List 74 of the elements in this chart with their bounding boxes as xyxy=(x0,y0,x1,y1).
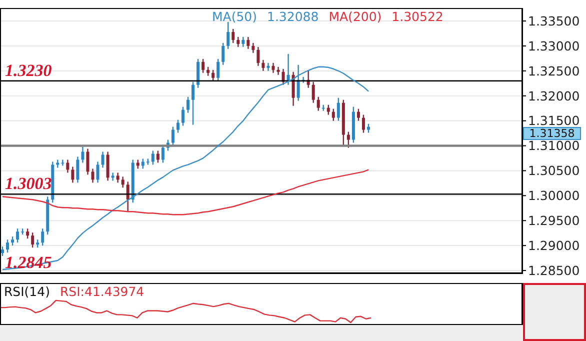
candlestick xyxy=(362,114,365,134)
y-tick-label: 1.30500 xyxy=(528,163,580,178)
annotation: 1.32088 xyxy=(267,9,319,24)
candlestick xyxy=(86,148,90,176)
candlestick xyxy=(61,159,64,166)
series-label: RSI:41.43974 xyxy=(60,284,144,299)
candlestick xyxy=(176,119,180,134)
candlestick xyxy=(326,104,330,116)
candlestick xyxy=(272,62,275,74)
candlestick xyxy=(236,36,240,48)
y-tick-label: 1.28500 xyxy=(528,262,580,278)
candlestick xyxy=(31,232,34,248)
candlestick xyxy=(252,42,255,54)
candlestick xyxy=(262,59,265,72)
candlestick xyxy=(96,161,100,184)
line-series xyxy=(2,66,370,270)
candlestick xyxy=(41,228,44,246)
candlestick xyxy=(192,81,195,126)
y-tick-label: 1.33000 xyxy=(528,38,580,54)
text: 1.30522 xyxy=(392,9,444,24)
candlestick xyxy=(216,58,220,82)
candlestick xyxy=(266,62,270,72)
text: 1.31358 xyxy=(523,127,581,140)
candlestick xyxy=(141,158,144,170)
candlestick xyxy=(232,28,235,44)
y-tick-label: 1.32500 xyxy=(528,63,580,78)
candlestick xyxy=(111,172,114,182)
candlestick xyxy=(186,96,190,114)
candlestick xyxy=(296,64,300,102)
y-tick-label: 1.29000 xyxy=(528,238,580,253)
candlestick xyxy=(212,69,215,82)
candlestick xyxy=(156,150,160,164)
candlestick xyxy=(116,172,120,184)
candlestick xyxy=(181,106,184,126)
candlestick xyxy=(6,238,10,254)
y-tick-label: 1.33500 xyxy=(528,13,580,28)
ref-line-label: 1.3230 xyxy=(5,60,52,80)
candlestick xyxy=(91,168,94,184)
candlestick xyxy=(276,66,280,76)
candlestick xyxy=(312,81,315,104)
line-series xyxy=(2,169,370,216)
candlestick xyxy=(71,166,74,184)
candlestick xyxy=(316,96,320,112)
candlestick xyxy=(76,156,80,184)
candlestick xyxy=(151,150,154,166)
candlestick xyxy=(171,126,174,146)
candlestick xyxy=(246,36,250,50)
candlestick xyxy=(202,58,205,74)
candlestick xyxy=(161,144,164,164)
y-tick-label: 1.29500 xyxy=(528,213,580,228)
y-tick-label: 1.30000 xyxy=(528,188,580,204)
y-tick-label: 1.31500 xyxy=(528,113,580,128)
candlestick xyxy=(346,131,350,148)
candlestick xyxy=(106,151,110,182)
chart-title: RSI(14) xyxy=(4,284,50,299)
candlestick xyxy=(336,97,340,122)
candlestick xyxy=(1,246,4,257)
y-tick-label: 1.31000 xyxy=(528,138,580,154)
candlestick xyxy=(66,159,70,174)
candlestick xyxy=(256,46,260,66)
candlestick xyxy=(226,21,230,50)
candlestick xyxy=(81,146,84,164)
candlestick xyxy=(356,108,360,122)
candlestick xyxy=(332,108,335,122)
candlestick xyxy=(101,151,104,168)
candlestick xyxy=(196,58,200,88)
text: MA(50) xyxy=(212,9,257,24)
candlestick xyxy=(26,228,30,240)
candlestick xyxy=(16,228,20,244)
candlestick xyxy=(242,36,245,48)
candlestick xyxy=(121,176,124,188)
text: MA(200) xyxy=(328,9,382,24)
y-tick-label: 1.32000 xyxy=(528,88,580,104)
candlestick xyxy=(222,42,225,66)
